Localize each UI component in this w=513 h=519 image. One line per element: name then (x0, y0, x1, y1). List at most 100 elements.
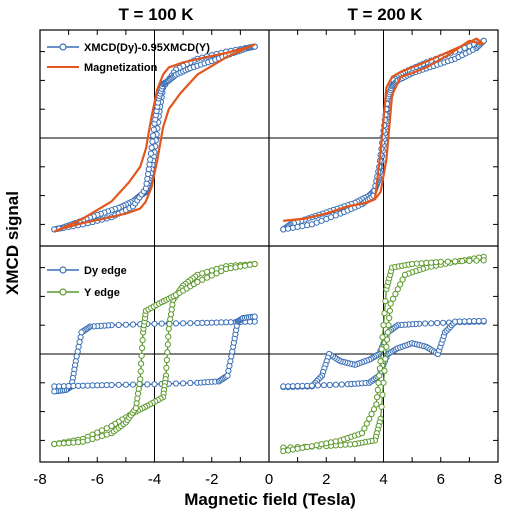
data-point (327, 439, 335, 446)
data-point (73, 353, 80, 360)
data-point (187, 320, 194, 327)
legend-bottom: Dy edge Y edge (47, 265, 127, 299)
series-line-magnetization-branch-up (283, 37, 485, 222)
data-point (381, 310, 388, 317)
col-title-200k: T = 200 K (347, 5, 423, 24)
data-point (379, 334, 386, 341)
data-point (163, 364, 170, 371)
x-tick-label: 2 (322, 471, 330, 488)
data-point (144, 381, 151, 388)
data-point (387, 300, 394, 307)
data-point (376, 365, 383, 372)
data-point (251, 313, 258, 320)
x-tick-label: 8 (494, 471, 502, 488)
x-tick-label: -2 (205, 471, 218, 488)
data-point (163, 356, 170, 364)
data-point (392, 290, 399, 298)
data-point (232, 264, 239, 271)
data-point (227, 358, 234, 365)
data-point (172, 320, 180, 327)
x-tick-label: 4 (379, 471, 387, 488)
data-point (320, 382, 327, 389)
data-point (180, 320, 187, 327)
x-tick-labels: -8 -6 -4 -2 0 2 4 6 8 (33, 471, 502, 488)
x-tick-label: -8 (33, 471, 46, 488)
data-point (137, 368, 144, 375)
data-point (151, 381, 158, 388)
data-point (434, 319, 441, 327)
data-point (326, 381, 333, 389)
data-point (194, 319, 201, 327)
series-line-magnetization-branch-down (53, 43, 256, 233)
data-point (373, 401, 380, 408)
data-point (151, 320, 158, 327)
x-axis-label: Magnetic field (Tesla) (184, 490, 356, 509)
data-point (314, 382, 321, 389)
data-point (382, 298, 389, 305)
data-point (444, 258, 451, 265)
data-point (358, 430, 366, 437)
data-point (242, 262, 249, 269)
data-point (165, 333, 172, 340)
data-point (384, 336, 391, 343)
data-point (318, 441, 325, 448)
panel-top-left (40, 30, 269, 246)
data-point (378, 346, 385, 353)
data-point (397, 281, 404, 288)
data-point (459, 258, 466, 265)
data-point (361, 425, 368, 432)
panel-bottom-right (269, 246, 498, 462)
data-point (480, 257, 487, 264)
data-point (108, 422, 115, 430)
data-point (378, 403, 385, 410)
data-point (384, 329, 391, 336)
data-point (299, 223, 306, 230)
panel-bottom-left (40, 246, 269, 462)
legend-label-xmcd-diff: XMCD(Dy)-0.95XMCD(Y) (84, 42, 210, 54)
data-point (147, 156, 154, 163)
data-point (149, 138, 156, 145)
data-point (187, 379, 194, 387)
y-axis-label: XMCD signal (3, 191, 22, 295)
col-title-100k: T = 100 K (118, 5, 194, 24)
data-point (374, 386, 381, 394)
data-point (473, 257, 480, 264)
data-point (129, 381, 137, 388)
legend-label-magnetization: Magnetization (84, 62, 158, 74)
data-point (78, 329, 85, 336)
legend-label-dy-edge: Dy edge (84, 265, 127, 277)
data-point (383, 343, 390, 350)
data-point (366, 415, 373, 422)
data-point (440, 319, 447, 326)
x-tick-label: -6 (91, 471, 104, 488)
data-point (138, 352, 145, 359)
data-point (338, 381, 345, 388)
data-point (401, 271, 409, 278)
data-point (218, 268, 225, 275)
legend-top: XMCD(Dy)-0.95XMCD(Y) Magnetization (47, 42, 210, 74)
data-point (164, 349, 171, 356)
data-point (308, 382, 315, 389)
data-point (285, 447, 292, 454)
data-point (115, 381, 122, 388)
data-point (172, 380, 180, 387)
panel-top-right (269, 30, 498, 246)
data-point (428, 320, 435, 327)
data-point (380, 322, 387, 329)
data-point (122, 381, 130, 388)
data-point (379, 391, 386, 398)
data-point (394, 286, 401, 293)
data-point (150, 132, 157, 139)
data-point (224, 372, 231, 379)
data-point (150, 126, 157, 133)
data-point (194, 278, 201, 286)
data-point (251, 260, 258, 268)
data-point (115, 321, 122, 329)
data-point (75, 343, 82, 350)
data-point (139, 344, 146, 352)
data-point (129, 321, 137, 328)
data-point (368, 410, 375, 418)
data-point (452, 258, 459, 265)
data-point (374, 394, 381, 401)
